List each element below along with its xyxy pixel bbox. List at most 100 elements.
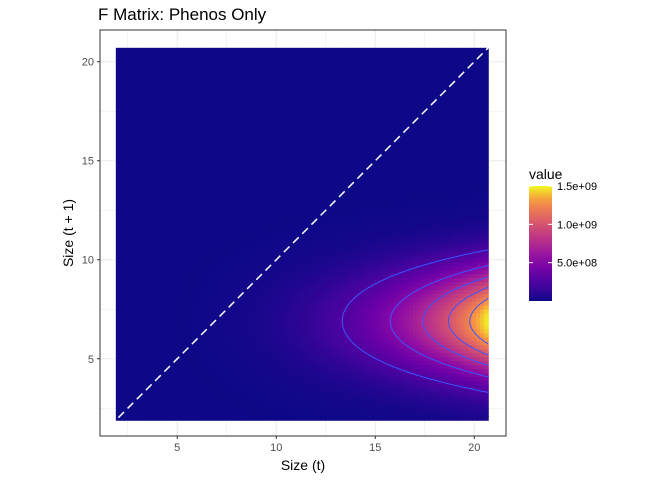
heatmap-cell xyxy=(278,309,283,314)
heatmap-cell xyxy=(210,309,216,314)
heatmap-cell xyxy=(270,107,275,112)
heatmap-cell xyxy=(175,218,180,223)
heatmap-cell xyxy=(294,107,299,112)
heatmap-cell xyxy=(183,293,188,298)
heatmap-cell xyxy=(218,222,224,227)
heatmap-cell xyxy=(258,210,263,215)
heatmap-cell xyxy=(175,99,180,104)
heatmap-cell xyxy=(143,142,149,148)
heatmap-cell xyxy=(163,146,168,152)
heatmap-cell xyxy=(278,416,283,421)
heatmap-cell xyxy=(155,388,161,394)
heatmap-cell xyxy=(313,59,319,65)
heatmap-cell xyxy=(123,293,129,298)
heatmap-cell xyxy=(230,178,236,184)
heatmap-cell xyxy=(119,103,125,108)
heatmap-cell xyxy=(222,182,228,188)
heatmap-cell xyxy=(226,138,232,144)
heatmap-cell xyxy=(321,107,327,112)
heatmap-cell xyxy=(139,206,145,211)
heatmap-cell xyxy=(234,325,240,330)
heatmap-cell xyxy=(179,123,184,128)
heatmap-cell xyxy=(218,400,224,405)
heatmap-cell xyxy=(171,253,176,259)
heatmap-cell xyxy=(123,368,129,374)
heatmap-cell xyxy=(282,75,287,81)
heatmap-cell xyxy=(139,59,145,65)
heatmap-cell xyxy=(123,67,129,73)
heatmap-cell xyxy=(234,174,240,180)
heatmap-cell xyxy=(294,59,299,65)
heatmap-cell xyxy=(171,170,176,176)
heatmap-cell xyxy=(199,388,204,394)
heatmap-cell xyxy=(183,202,188,207)
heatmap-cell xyxy=(302,400,307,405)
heatmap-cell xyxy=(302,162,307,168)
heatmap-cell xyxy=(286,372,291,378)
heatmap-cell xyxy=(230,372,236,378)
heatmap-cell xyxy=(270,265,275,271)
heatmap-cell xyxy=(302,134,307,140)
heatmap-cell xyxy=(187,79,192,85)
heatmap-cell xyxy=(119,352,125,358)
heatmap-cell xyxy=(206,142,212,148)
heatmap-cell xyxy=(270,416,275,421)
heatmap-cell xyxy=(242,400,248,405)
heatmap-cell xyxy=(309,63,315,69)
heatmap-cell xyxy=(274,59,279,65)
heatmap-cell xyxy=(171,87,176,92)
heatmap-cell xyxy=(305,63,311,69)
heatmap-cell xyxy=(210,63,216,69)
heatmap-cell xyxy=(226,95,232,100)
heatmap-cell xyxy=(191,396,196,401)
heatmap-cell xyxy=(143,245,149,251)
heatmap-cell xyxy=(123,99,129,104)
heatmap-cell xyxy=(313,293,319,298)
heatmap-cell xyxy=(218,127,224,132)
heatmap-cell xyxy=(210,79,216,85)
heatmap-cell xyxy=(230,182,236,188)
heatmap-cell xyxy=(309,392,315,397)
heatmap-cell xyxy=(321,111,327,116)
heatmap-cell xyxy=(187,237,192,243)
heatmap-cell xyxy=(258,103,263,108)
heatmap-cell xyxy=(115,131,121,136)
heatmap-cell xyxy=(155,83,161,89)
heatmap-cell xyxy=(230,134,236,140)
heatmap-cell xyxy=(226,202,232,207)
heatmap-cell xyxy=(290,111,295,116)
heatmap-cell xyxy=(139,67,145,73)
heatmap-cell xyxy=(191,230,196,235)
heatmap-cell xyxy=(206,245,212,251)
heatmap-cell xyxy=(127,131,133,136)
heatmap-cell xyxy=(147,142,153,148)
heatmap-cell xyxy=(274,182,279,188)
heatmap-cell xyxy=(290,245,295,251)
heatmap-cell xyxy=(317,384,323,390)
heatmap-cell xyxy=(254,261,260,267)
heatmap-cell xyxy=(266,400,271,405)
heatmap-cell xyxy=(210,198,216,203)
heatmap-cell xyxy=(187,174,192,180)
heatmap-cell xyxy=(187,400,192,405)
heatmap-cell xyxy=(290,71,295,77)
heatmap-cell xyxy=(127,277,133,283)
heatmap-cell xyxy=(127,412,133,417)
heatmap-cell xyxy=(163,325,168,330)
heatmap-cell xyxy=(206,368,212,374)
heatmap-cell xyxy=(246,404,252,409)
heatmap-cell xyxy=(143,115,149,120)
heatmap-cell xyxy=(115,79,121,85)
heatmap-cell xyxy=(290,392,295,397)
heatmap-cell xyxy=(290,317,295,322)
heatmap-cell xyxy=(317,146,323,152)
heatmap-cell xyxy=(183,127,188,132)
heatmap-cell xyxy=(179,127,184,132)
heatmap-cell xyxy=(151,325,157,330)
heatmap-cell xyxy=(210,186,216,192)
heatmap-cell xyxy=(302,380,307,386)
heatmap-cell xyxy=(313,253,319,259)
heatmap-cell xyxy=(262,392,267,397)
heatmap-cell xyxy=(191,79,196,85)
heatmap-cell xyxy=(286,218,291,223)
